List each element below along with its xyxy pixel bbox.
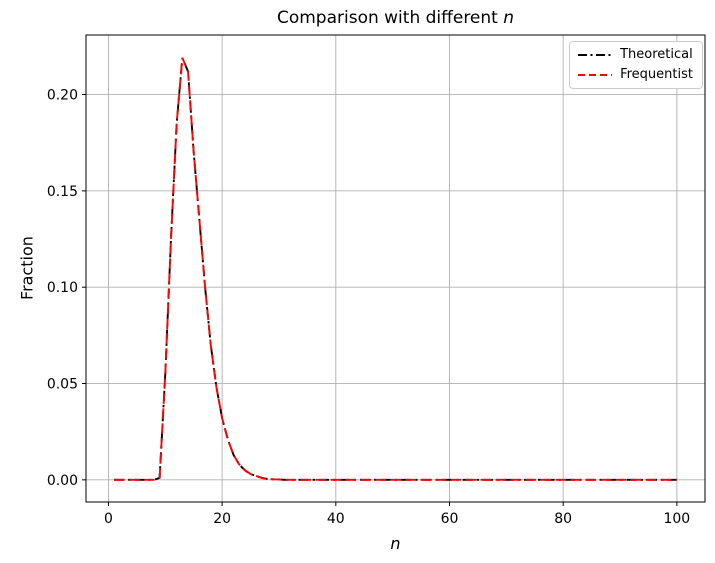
y-axis-label: Fraction — [17, 236, 37, 300]
curve-layer — [114, 57, 677, 481]
x-tick-label: 20 — [213, 511, 231, 527]
x-tick-label: 40 — [327, 511, 345, 527]
axes-border — [85, 34, 706, 503]
y-tick-label: 0.15 — [47, 184, 78, 200]
tick-layer: 0 20 40 60 80 100 0.00 0.05 0.10 0.15 0.20 — [47, 88, 690, 527]
x-tick-label: 100 — [663, 511, 690, 527]
legend-label-theoretical: Theoretical — [620, 47, 693, 62]
x-tick-label: 60 — [441, 511, 459, 527]
legend-item-theoretical: Theoretical — [578, 47, 693, 62]
frequentist-curve — [114, 57, 677, 481]
theoretical-curve — [114, 57, 677, 481]
legend-item-frequentist: Frequentist — [578, 67, 693, 82]
legend: Theoretical Frequentist — [569, 41, 703, 89]
y-tick-label: 0.00 — [47, 473, 78, 489]
theoretical-line-sample — [578, 53, 613, 56]
frequentist-line-sample — [578, 73, 613, 76]
chart-title-text: Comparison with different — [276, 8, 504, 28]
legend-label-frequentist: Frequentist — [620, 67, 693, 82]
y-tick-label: 0.20 — [47, 88, 78, 104]
x-tick-label: 80 — [554, 511, 572, 527]
y-tick-label: 0.10 — [47, 280, 78, 296]
chart-title-emphasis: n — [503, 8, 515, 28]
chart-title: Comparison with different n — [86, 8, 705, 28]
x-axis-label: n — [390, 534, 401, 553]
x-tick-label: 0 — [104, 511, 113, 527]
y-tick-label: 0.05 — [47, 377, 78, 393]
